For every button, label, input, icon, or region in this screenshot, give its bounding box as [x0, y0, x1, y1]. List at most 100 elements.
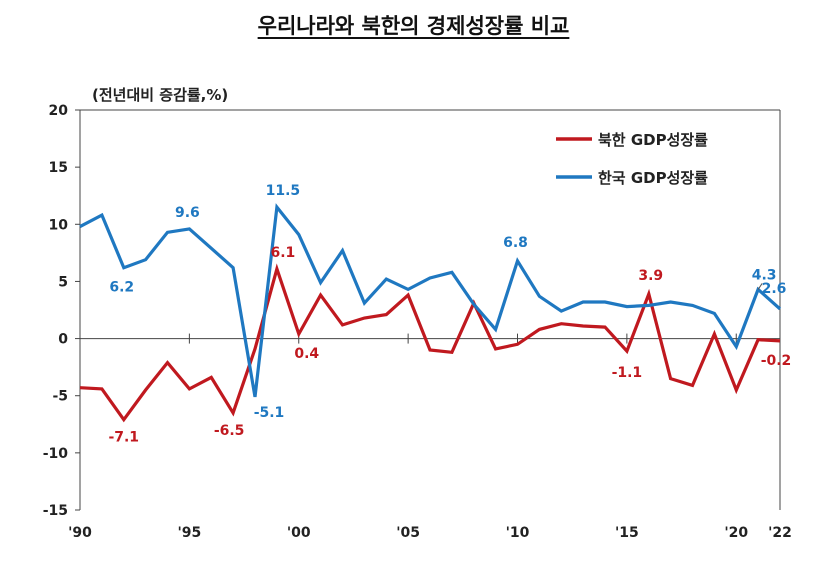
x-tick-label: '22: [768, 525, 792, 541]
y-axis-unit-label: (전년대비 증감률,%): [92, 86, 228, 104]
data-point: [450, 271, 453, 274]
data-point: [363, 302, 366, 305]
x-tick-label: '95: [177, 525, 201, 541]
data-point: [79, 386, 82, 389]
data-point: [144, 389, 147, 392]
data-point: [275, 267, 278, 270]
label-leader-line: [757, 283, 763, 290]
legend-label: 북한 GDP성장률: [598, 131, 708, 149]
data-point: [122, 266, 125, 269]
data-point: [713, 333, 716, 336]
data-point: [100, 214, 103, 217]
data-label: 2.6: [762, 281, 787, 297]
data-label: 3.9: [638, 268, 663, 284]
data-point: [100, 387, 103, 390]
data-point: [166, 231, 169, 234]
data-point: [385, 313, 388, 316]
data-label: -1.1: [612, 365, 643, 381]
axes: 20 15 10 5 0 -5 -10 -15'90 '95 '00 '05 '10 '15 '20 '22: [43, 103, 792, 541]
y-tick-label: 5: [58, 274, 68, 290]
y-tick-label: 10: [49, 217, 69, 233]
data-label: 6.1: [270, 245, 295, 261]
data-labels: -7.1 -6.5 6.1 0.4 -1.1 3.9 -0.2 6.2 9.6 -5.1 11.5 6…: [108, 183, 791, 446]
data-point: [319, 294, 322, 297]
data-label: -5.1: [254, 405, 285, 421]
chart-title: 우리나라와 북한의 경제성장률 비교: [257, 13, 570, 38]
data-point: [254, 347, 257, 350]
data-point: [319, 281, 322, 284]
data-label: 0.4: [294, 346, 319, 362]
data-point: [232, 266, 235, 269]
data-point: [450, 351, 453, 354]
data-point: [232, 411, 235, 414]
south-korea-gdp-line: [79, 203, 782, 398]
data-point: [385, 278, 388, 281]
data-point: [166, 361, 169, 364]
data-point: [582, 301, 585, 304]
data-label: 4.3: [752, 267, 777, 283]
x-tick-label: '20: [724, 525, 748, 541]
data-label: 11.5: [266, 183, 301, 199]
data-point: [625, 350, 628, 353]
data-label: 9.6: [175, 205, 200, 221]
data-point: [494, 328, 497, 331]
data-point: [297, 233, 300, 236]
data-point: [604, 326, 607, 329]
data-point: [669, 301, 672, 304]
data-point: [560, 322, 563, 325]
data-point: [669, 377, 672, 380]
data-point: [691, 384, 694, 387]
data-point: [604, 301, 607, 304]
data-point: [188, 387, 191, 390]
data-label: -6.5: [214, 423, 245, 439]
y-tick-label: -10: [43, 446, 69, 462]
y-tick-label: 0: [58, 332, 68, 348]
y-tick-label: 15: [49, 160, 68, 176]
data-point: [538, 295, 541, 298]
data-point: [188, 227, 191, 230]
data-point: [210, 247, 213, 250]
y-tick-label: 20: [49, 103, 69, 119]
series-layer: [79, 203, 782, 423]
data-point: [210, 376, 213, 379]
y-tick-label: -15: [43, 503, 68, 519]
y-tick-label: -5: [52, 389, 68, 405]
data-point: [341, 323, 344, 326]
data-point: [407, 294, 410, 297]
data-point: [297, 333, 300, 336]
data-label: -7.1: [108, 430, 139, 446]
data-label: -0.2: [761, 353, 792, 369]
data-point: [144, 258, 147, 261]
data-point: [122, 418, 125, 421]
north-korea-gdp-line: [79, 263, 781, 423]
data-point: [713, 312, 716, 315]
data-point: [79, 225, 82, 228]
data-point: [516, 343, 519, 346]
data-point: [625, 305, 628, 308]
data-point: [275, 206, 278, 209]
data-point: [647, 293, 650, 296]
data-point: [254, 395, 257, 398]
data-point: [407, 288, 410, 291]
data-point: [647, 304, 650, 307]
data-point: [582, 325, 585, 328]
data-point: [516, 259, 519, 262]
x-tick-label: '90: [68, 525, 92, 541]
x-tick-label: '10: [506, 525, 530, 541]
data-point: [779, 307, 782, 310]
data-point: [757, 338, 760, 341]
data-point: [472, 303, 475, 306]
x-tick-label: '15: [615, 525, 639, 541]
data-label: 6.2: [109, 280, 134, 296]
data-label: 6.8: [503, 235, 528, 251]
data-point: [363, 317, 366, 320]
x-tick-label: '05: [396, 525, 420, 541]
data-point: [429, 349, 432, 352]
data-point: [735, 345, 738, 348]
data-point: [494, 347, 497, 350]
data-point: [429, 277, 432, 280]
data-point: [560, 310, 563, 313]
data-point: [779, 339, 782, 342]
